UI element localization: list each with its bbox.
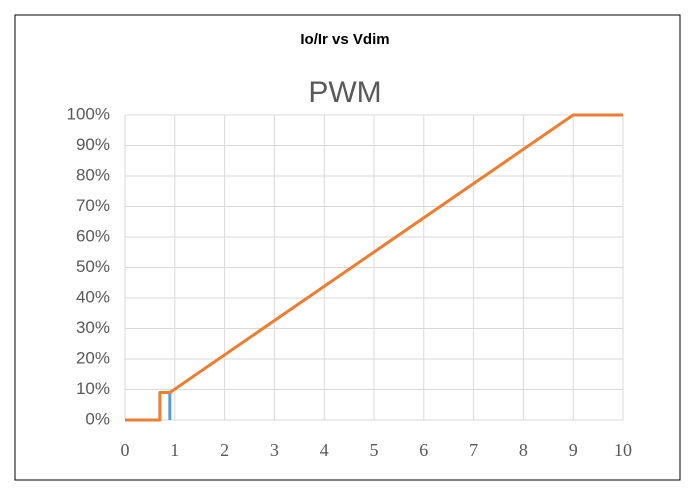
header: Io/Ir vs Vdim — [300, 31, 389, 48]
x-tick-label: 6 — [419, 440, 428, 460]
x-tick-label: 8 — [519, 440, 528, 460]
x-tick-label: 7 — [469, 440, 478, 460]
frame — [14, 14, 681, 481]
y-tick-label: 100% — [67, 104, 110, 123]
y-tick-label: 60% — [76, 226, 110, 245]
y-tick-label: 90% — [76, 135, 110, 154]
y-tick-label: 20% — [76, 348, 110, 367]
y-tick-label: 80% — [76, 165, 110, 184]
line — [125, 113, 623, 422]
x-tick-label: 2 — [220, 440, 229, 460]
x-tick-label: 9 — [569, 440, 578, 460]
x-tick-label: 4 — [320, 440, 329, 460]
x-tick-label: 3 — [270, 440, 279, 460]
chart-title: PWM — [308, 76, 381, 109]
x-tick-label: 0 — [121, 440, 130, 460]
y-tick-label: 40% — [76, 287, 110, 306]
y-tick-label: 30% — [76, 318, 110, 337]
x-tick-label: 5 — [370, 440, 379, 460]
y-tick-label: 10% — [76, 379, 110, 398]
x-tick-label: 1 — [170, 440, 179, 460]
y-tick-label: 70% — [76, 196, 110, 215]
y-tick-label: 0% — [85, 409, 110, 428]
y-tick-label: 50% — [76, 257, 110, 276]
x-tick-label: 10 — [614, 440, 632, 460]
